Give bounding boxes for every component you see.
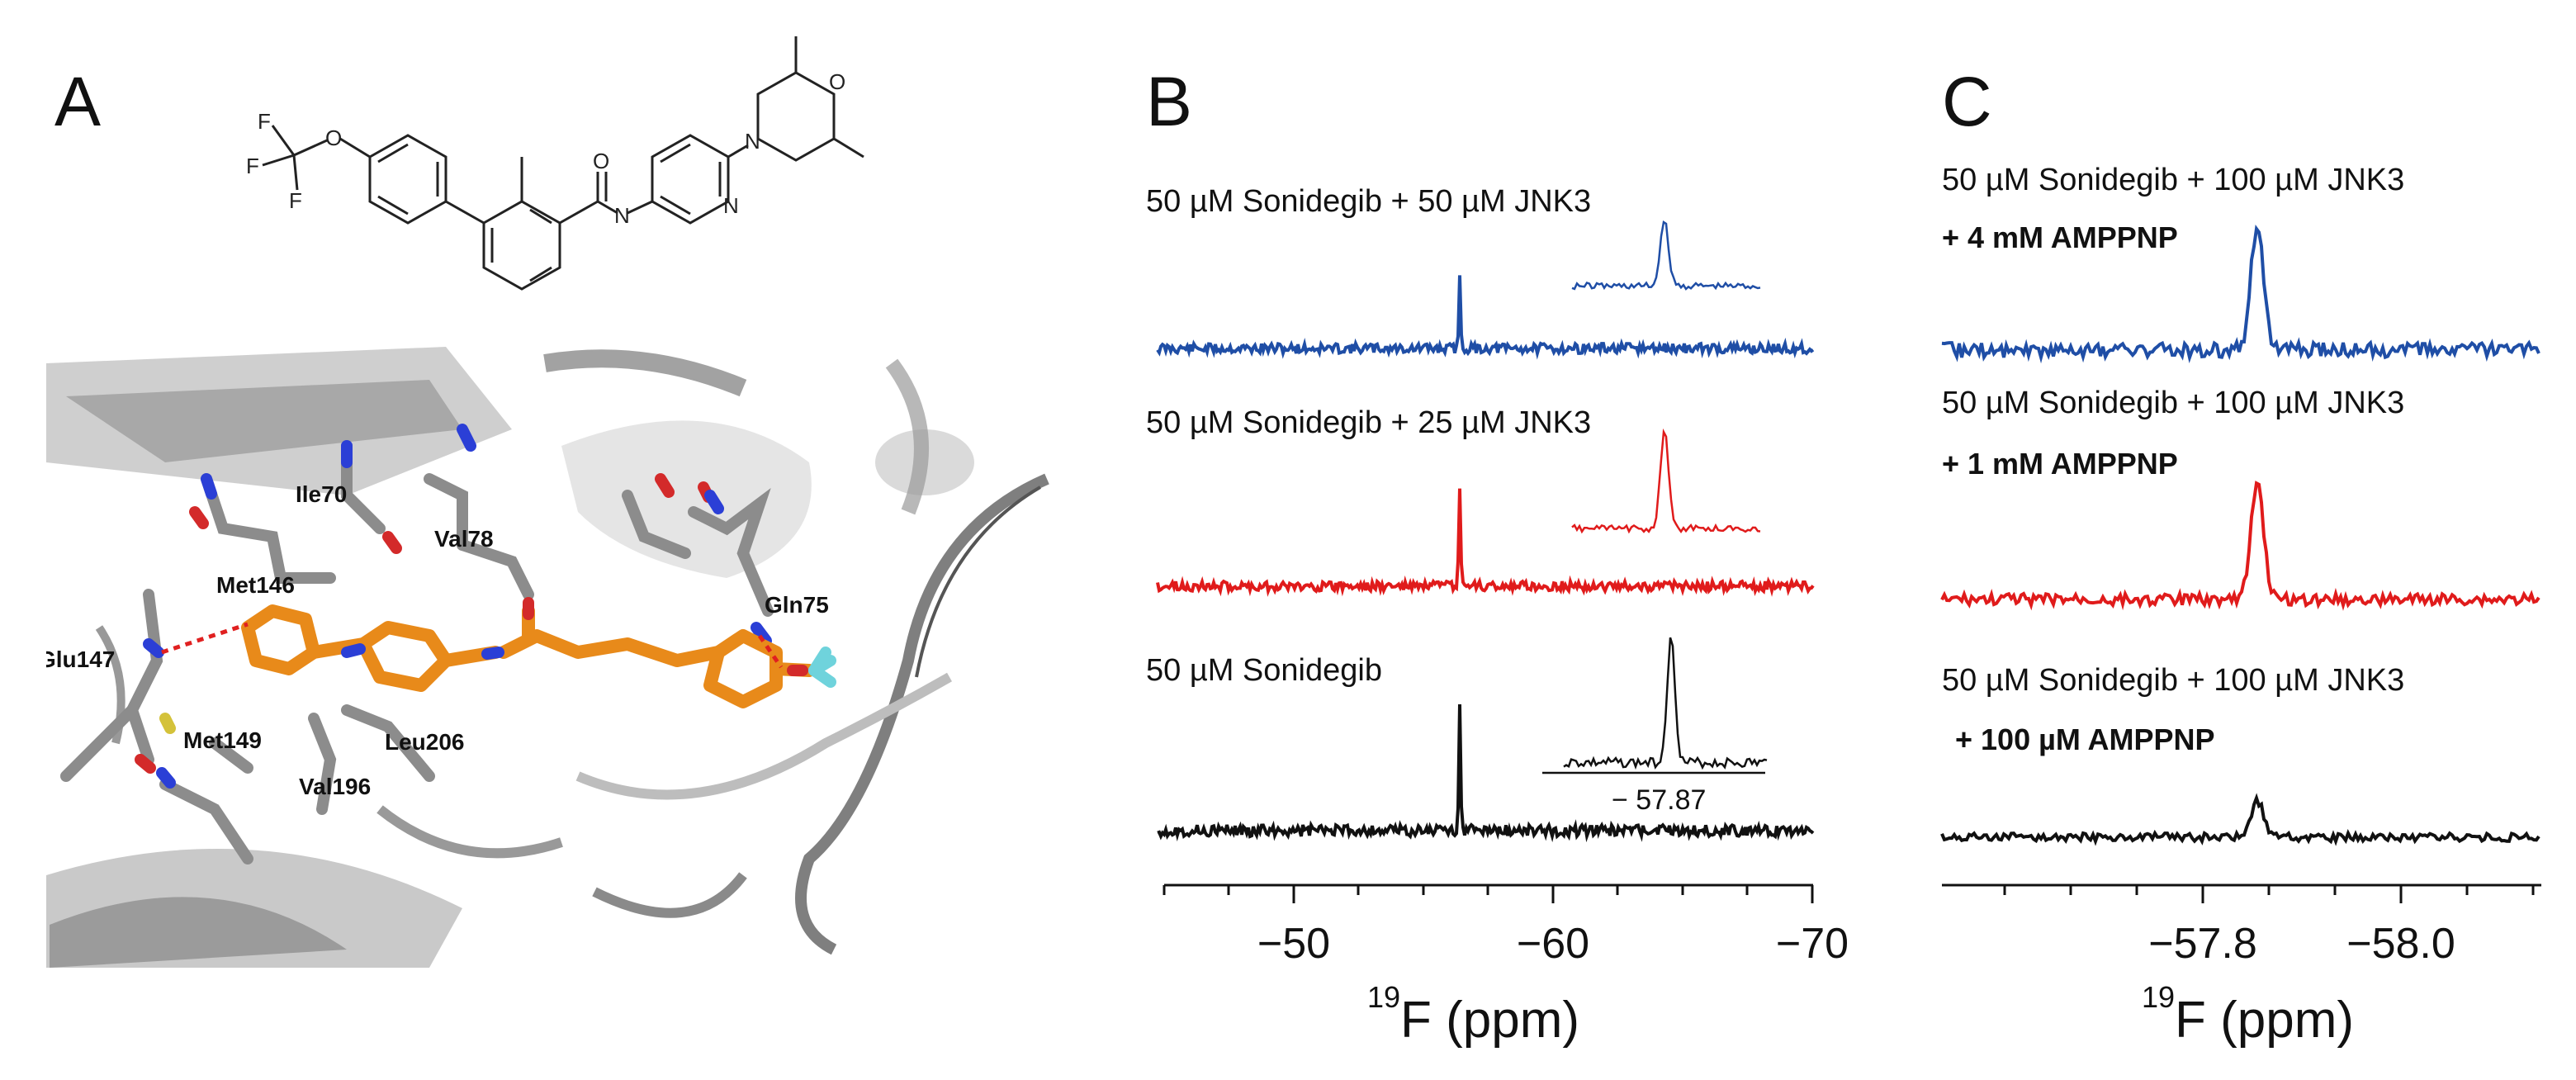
atom-f2: F bbox=[246, 154, 259, 178]
atom-n3: N bbox=[745, 129, 760, 154]
panel-c-label-3: 50 µM Sonidegib + 100 µM JNK3 bbox=[1942, 663, 2404, 698]
atom-o1: O bbox=[325, 126, 342, 150]
atom-o3: O bbox=[829, 69, 845, 94]
panel-b-inset-3 bbox=[1563, 637, 1768, 770]
atom-o2: O bbox=[593, 149, 609, 173]
residue-labels: Ile70 Val78 Met146 Gln75 Glu147 Met149 L… bbox=[38, 481, 829, 799]
panel-b-axis: −50 −60 −70 19 F (ppm) bbox=[1163, 883, 1849, 1049]
panel-a-letter: A bbox=[54, 63, 101, 140]
chemical-atom-labels: F F F O O N N N O bbox=[246, 69, 845, 228]
chemical-structure bbox=[262, 36, 864, 291]
atom-n1: N bbox=[614, 203, 630, 228]
panel-c-spectrum-2 bbox=[1940, 481, 2540, 611]
residue-met146: Met146 bbox=[216, 572, 295, 598]
residue-glu147: Glu147 bbox=[38, 647, 115, 672]
panel-c-additive-3: + 100 µM AMPPNP bbox=[1955, 722, 2215, 756]
panel-b-spectrum-2 bbox=[1156, 488, 1815, 597]
panel-b-label-3: 50 µM Sonidegib bbox=[1146, 653, 1382, 688]
panel-c-letter: C bbox=[1942, 63, 1992, 140]
panel-b-axis-sup: 19 bbox=[1367, 980, 1400, 1014]
panel-c-additive-1: + 4 mM AMPPNP bbox=[1942, 220, 2178, 254]
panel-b-label-1: 50 µM Sonidegib + 50 µM JNK3 bbox=[1146, 184, 1591, 219]
panel-c-additive-2: + 1 mM AMPPNP bbox=[1942, 447, 2178, 481]
panel-b-tick-1: −50 bbox=[1257, 920, 1330, 968]
panel-b-label-2: 50 µM Sonidegib + 25 µM JNK3 bbox=[1146, 405, 1591, 440]
panel-b-inset-peak-label: − 57.87 bbox=[1612, 784, 1706, 816]
panel-b-tick-2: −60 bbox=[1517, 920, 1589, 968]
atom-n2: N bbox=[723, 193, 739, 218]
panel-b-tick-3: −70 bbox=[1776, 920, 1849, 968]
residue-ile70: Ile70 bbox=[296, 481, 347, 507]
panel-c-tick-1: −57.8 bbox=[2148, 920, 2257, 968]
atom-f1: F bbox=[258, 109, 271, 134]
atom-f3: F bbox=[289, 188, 302, 213]
panel-b-spectrum-1 bbox=[1156, 275, 1815, 360]
panel-c-label-1: 50 µM Sonidegib + 100 µM JNK3 bbox=[1942, 163, 2404, 197]
panel-b-axis-title: F (ppm) bbox=[1400, 992, 1579, 1049]
residue-val196: Val196 bbox=[299, 774, 371, 799]
panel-c-spectrum-3 bbox=[1940, 793, 2540, 846]
panel-c-tick-2: −58.0 bbox=[2346, 920, 2455, 968]
panel-c-spectrum-1 bbox=[1941, 225, 2540, 364]
panel-c-axis-sup: 19 bbox=[2142, 980, 2175, 1014]
panel-c-axis: −57.8 −58.0 19 F (ppm) bbox=[1942, 883, 2541, 1049]
panel-b-letter: B bbox=[1146, 63, 1192, 140]
panel-b-spectrum-3 bbox=[1157, 703, 1815, 843]
residue-leu206: Leu206 bbox=[385, 729, 465, 755]
residue-met149: Met149 bbox=[183, 727, 262, 753]
panel-b-inset-2 bbox=[1571, 428, 1761, 534]
protein-structure: Ile70 Val78 Met146 Gln75 Glu147 Met149 L… bbox=[38, 347, 1054, 968]
residue-val78: Val78 bbox=[434, 526, 494, 552]
panel-c-label-2: 50 µM Sonidegib + 100 µM JNK3 bbox=[1942, 386, 2404, 420]
residue-gln75: Gln75 bbox=[765, 592, 829, 618]
panel-b-inset-1 bbox=[1571, 220, 1761, 291]
panel-c-axis-title: F (ppm) bbox=[2175, 992, 2354, 1049]
